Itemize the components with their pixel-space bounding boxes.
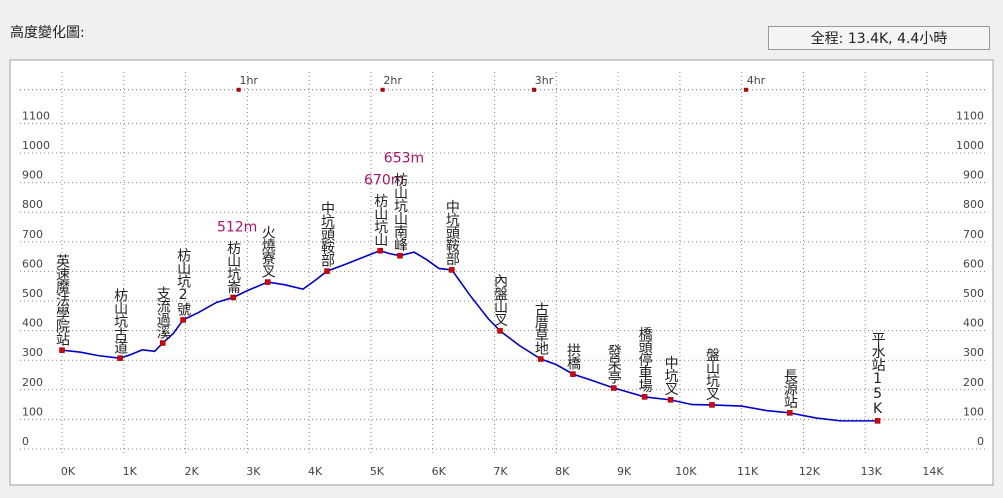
waypoint-marker <box>709 402 715 408</box>
elevation-label: 512m <box>217 219 257 235</box>
x-tick-label: 1K <box>123 465 138 478</box>
waypoint-marker <box>641 394 648 400</box>
header-title: 高度變化圖: <box>10 25 85 41</box>
x-tick-label: 9K <box>617 465 632 478</box>
x-tick-label: 8K <box>555 465 570 478</box>
waypoint-name: 長源站 <box>782 369 798 409</box>
time-marker <box>532 87 537 92</box>
waypoint-marker <box>874 418 881 424</box>
waypoint-marker <box>667 397 674 403</box>
waypoint-marker <box>397 252 403 259</box>
waypoint-name: 火燒寮叉 <box>260 225 276 278</box>
x-tick-label: 3K <box>246 465 261 478</box>
x-tick-label: 6K <box>432 465 447 478</box>
elevation-line <box>61 249 878 422</box>
plot-panel <box>9 59 994 486</box>
waypoint-name: 內盤山叉 <box>492 274 508 327</box>
elevation-label: 670m <box>364 173 404 189</box>
waypoint-name: 枋山坑古道 <box>112 288 128 355</box>
y-tick-label-right: 0 <box>977 435 984 448</box>
time-marker <box>236 87 241 92</box>
y-tick-label-right: 400 <box>963 317 984 330</box>
waypoint-marker <box>497 328 503 334</box>
waypoint-marker <box>449 267 455 273</box>
waypoint-marker <box>377 247 383 254</box>
x-tick-label: 5K <box>370 465 385 478</box>
x-tick-label: 4K <box>308 465 323 478</box>
x-tick-label: 2K <box>184 465 199 478</box>
waypoint-marker <box>117 355 123 361</box>
y-tick-label: 1100 <box>22 109 50 122</box>
y-tick-label: 300 <box>22 346 43 359</box>
x-tick-label: 13K <box>861 465 883 478</box>
waypoint-marker <box>59 347 65 353</box>
y-tick-label-right: 700 <box>963 228 984 241</box>
waypoint-name: 中坑頭鞍部 <box>444 200 460 266</box>
waypoint-name: 拱橋 <box>565 343 581 370</box>
waypoint-marker <box>538 356 544 362</box>
waypoint-marker <box>180 317 186 323</box>
waypoint-name: 枋山坑崙 <box>225 240 241 293</box>
y-tick-label: 600 <box>22 257 43 270</box>
waypoint-name: 英速魔法學院站 <box>54 253 70 346</box>
waypoint-name: 支流過溪 <box>155 286 171 339</box>
y-tick-label-right: 300 <box>963 346 984 359</box>
waypoint-marker <box>264 279 271 285</box>
y-tick-label: 1000 <box>22 139 50 152</box>
elevation-label: 653m <box>384 151 424 167</box>
waypoint-name: 橋頭停車場 <box>637 327 653 393</box>
y-tick-label: 400 <box>22 317 43 330</box>
time-marker <box>743 87 748 92</box>
y-tick-label-right: 900 <box>963 169 984 182</box>
waypoint-name: 枋山坑2號 <box>175 248 191 317</box>
x-tick-label: 12K <box>799 465 821 478</box>
x-tick-label: 0K <box>61 465 76 478</box>
waypoint-marker <box>787 410 793 416</box>
y-tick-label-right: 200 <box>963 376 984 389</box>
y-tick-label: 900 <box>22 169 43 182</box>
y-tick-label: 500 <box>22 287 43 300</box>
time-label: 3hr <box>535 74 554 87</box>
y-tick-label: 700 <box>22 228 43 241</box>
waypoint-name: 發呆亭 <box>606 344 622 384</box>
time-label: 1hr <box>239 74 258 87</box>
y-tick-label-right: 100 <box>963 405 984 418</box>
y-tick-label-right: 800 <box>963 198 984 211</box>
y-tick-label: 800 <box>22 198 43 211</box>
time-label: 2hr <box>383 74 402 87</box>
y-tick-label-right: 1000 <box>956 139 984 152</box>
waypoint-marker <box>230 294 236 301</box>
waypoint-name: 中坑叉 <box>663 356 679 396</box>
x-tick-label: 11K <box>737 465 759 478</box>
waypoint-name: 古厝草地 <box>533 302 549 355</box>
waypoint-marker <box>324 268 330 274</box>
waypoint-name: 枋山坑山南峰 <box>392 173 408 252</box>
x-tick-label: 14K <box>922 465 944 478</box>
waypoint-name: 枋山坑山 <box>372 194 388 247</box>
waypoint-name: 平水站15K <box>870 332 886 416</box>
y-tick-label: 200 <box>22 376 43 389</box>
y-tick-label-right: 600 <box>963 257 984 270</box>
waypoint-name: 中坑頭鞍部 <box>319 201 335 267</box>
summary: 全程: 13.4K, 4.4小時 <box>768 26 990 50</box>
waypoint-marker <box>570 371 576 377</box>
time-label: 4hr <box>747 74 766 87</box>
y-tick-label-right: 500 <box>963 287 984 300</box>
y-tick-label-right: 1100 <box>956 109 984 122</box>
x-tick-label: 7K <box>493 465 508 478</box>
y-tick-label: 0 <box>22 435 29 448</box>
waypoint-marker <box>159 340 166 346</box>
waypoint-name: 盤山坑叉 <box>704 348 720 401</box>
time-marker <box>380 87 385 92</box>
y-tick-label: 100 <box>22 405 43 418</box>
waypoint-marker <box>610 385 617 391</box>
x-tick-label: 10K <box>675 465 697 478</box>
